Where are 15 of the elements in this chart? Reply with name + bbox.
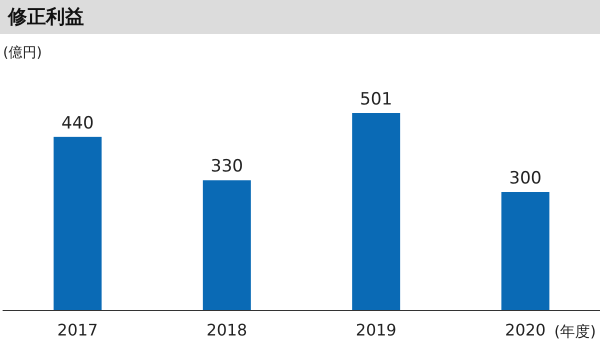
x-axis-title: (年度) [554, 322, 596, 340]
data-label: 501 [360, 89, 392, 110]
bar [54, 136, 102, 310]
y-axis-title: (億円) [3, 45, 42, 61]
bar [352, 112, 400, 310]
bar [202, 180, 251, 310]
x-tick-label: 2017 [57, 320, 98, 340]
data-label: 330 [210, 156, 244, 177]
x-tick-label: 2020 [505, 320, 546, 340]
x-tick-label: 2018 [206, 320, 248, 340]
bar [501, 192, 550, 310]
x-tick-label: 2019 [356, 320, 396, 340]
data-label: 440 [61, 113, 94, 134]
chart-title: 修正利益 [0, 0, 600, 34]
data-label: 300 [509, 168, 542, 188]
